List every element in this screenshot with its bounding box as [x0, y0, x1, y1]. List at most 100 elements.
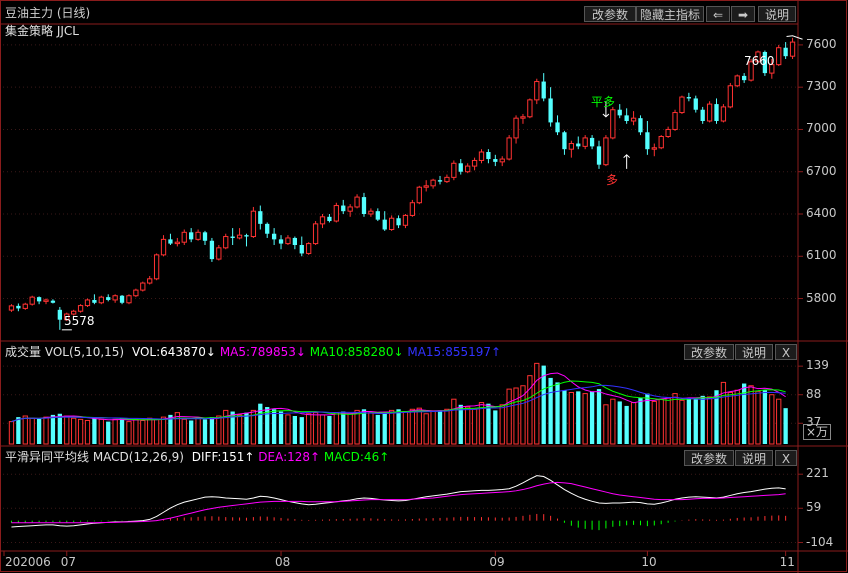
volume-bar [617, 401, 622, 444]
volume-tick-label: 37 [806, 415, 822, 430]
macd-change-params-button[interactable]: 改参数 [684, 450, 734, 466]
volume-bar [71, 417, 77, 445]
volume-bar [16, 417, 21, 444]
candle-body [527, 99, 533, 118]
candle-body [734, 75, 740, 87]
candle-body [430, 179, 436, 187]
signal-flat-long-label: 平多 [591, 95, 616, 109]
volume-bar [603, 404, 609, 445]
candle-body [43, 299, 49, 302]
x-tick-label: 08 [275, 555, 291, 569]
volume-bar [416, 407, 422, 445]
help-button[interactable]: 说明 [758, 6, 796, 22]
candle-body [382, 219, 387, 230]
volume-bar [265, 407, 270, 444]
candle-body [562, 132, 567, 150]
volume-bar [672, 393, 678, 445]
candle-body [333, 205, 339, 222]
volume-change-params-button[interactable]: 改参数 [684, 344, 734, 360]
candle-body [306, 243, 312, 254]
candle-body [278, 239, 284, 244]
volume-bar [43, 416, 49, 445]
volume-tick-label: 88 [806, 386, 822, 401]
volume-bar [409, 408, 416, 445]
volume-bar [327, 416, 332, 444]
candle-body [409, 202, 416, 216]
volume-bar [486, 403, 491, 444]
volume-bar [382, 412, 387, 444]
x-tick-label: 10 [641, 555, 657, 569]
change-params-button[interactable]: 改参数 [584, 6, 636, 22]
volume-bar [236, 414, 243, 445]
candle-body [513, 117, 519, 139]
candle-body [769, 64, 775, 74]
volume-bar [527, 375, 533, 445]
volume-bar [624, 405, 629, 444]
volume-bar [312, 412, 319, 445]
candle-body [223, 236, 229, 249]
x-tick-label: 11 [779, 555, 795, 569]
volume-close-button[interactable]: X [775, 344, 797, 360]
candle-body [783, 47, 788, 57]
macd-close-button[interactable]: X [775, 450, 797, 466]
volume-bar [168, 414, 173, 444]
volume-bar [576, 391, 581, 444]
signal-long-label: 多 [606, 173, 619, 187]
candle-body [236, 234, 243, 239]
volume-bar [769, 394, 775, 445]
candle-body [624, 115, 629, 121]
arrow-right-icon[interactable]: ➡ [731, 6, 755, 22]
volume-bar [706, 396, 713, 445]
candle-body [202, 232, 208, 241]
price-tick-label: 6400 [806, 206, 837, 220]
candle-body [638, 118, 643, 133]
high-price-label: 7660 [744, 54, 775, 68]
signal-down-arrow [602, 101, 610, 118]
volume-bar [174, 412, 180, 445]
volume-bar [534, 362, 540, 445]
candle-body [16, 305, 21, 309]
volume-bar [513, 387, 519, 445]
x-tick-label: 09 [489, 555, 505, 569]
volume-bar [402, 411, 409, 445]
candle-body [244, 235, 249, 237]
candle-body [29, 296, 35, 305]
candle-body [106, 297, 111, 300]
candle-body [789, 41, 796, 57]
candle-body [22, 303, 28, 309]
candle-body [645, 132, 650, 150]
macd-value: MACD:46↑ [323, 450, 390, 464]
volume-title: 成交量 VOL(5,10,15) [5, 345, 125, 359]
candle-body [603, 137, 609, 166]
candle-body [493, 159, 498, 162]
volume-bar [216, 415, 222, 445]
candle-body [762, 51, 768, 74]
volume-bar [568, 391, 574, 445]
candle-body [354, 196, 360, 208]
candle-body [189, 232, 194, 240]
candle-body [555, 122, 560, 133]
macd-help-button[interactable]: 说明 [735, 450, 773, 466]
volume-bar [153, 418, 160, 445]
candle-body [520, 116, 526, 119]
volume-bar [133, 418, 139, 445]
volume-bar [589, 391, 595, 444]
signal-up-arrow [623, 154, 630, 169]
candle-body [140, 282, 146, 291]
volume-bar [548, 377, 553, 444]
volume-bar [444, 408, 450, 445]
volume-bar [64, 415, 70, 445]
candle-body [686, 97, 692, 99]
volume-bar [84, 419, 91, 445]
candle-body [499, 158, 505, 163]
price-tick-label: 6700 [806, 163, 837, 178]
candle-body [216, 247, 222, 260]
volume-help-button[interactable]: 说明 [735, 344, 773, 360]
candle-body [478, 151, 485, 161]
volume-bar [776, 398, 782, 445]
volume-value: VOL:643870↓ [131, 345, 216, 359]
hide-main-indicator-button[interactable]: 隐藏主指标 [636, 6, 704, 22]
candle-body [672, 112, 678, 130]
arrow-left-icon[interactable]: ⇐ [706, 6, 730, 22]
